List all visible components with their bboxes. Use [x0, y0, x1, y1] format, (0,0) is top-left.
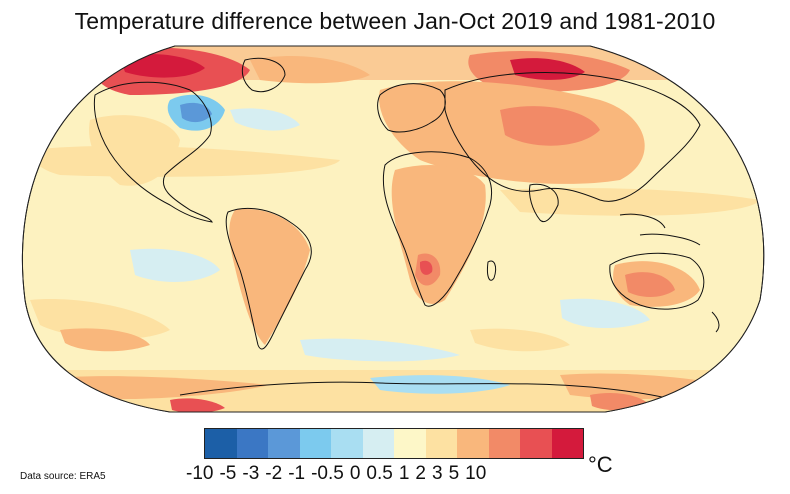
colorbar-swatch-4 — [331, 429, 363, 458]
colorbar-swatch-3 — [299, 429, 331, 458]
coastlines — [93, 57, 720, 405]
colorbar-swatch-11 — [551, 429, 583, 458]
colorbar-legend — [204, 428, 584, 459]
colorbar-tick-label: -0.5 — [311, 463, 344, 484]
colorbar-swatch-2 — [268, 429, 300, 458]
colorbar-swatch-8 — [457, 429, 489, 458]
colorbar-swatch-10 — [520, 429, 552, 458]
colorbar-swatch-6 — [394, 429, 426, 458]
data-source-label: Data source: ERA5 — [20, 471, 106, 482]
colorbar-swatch-7 — [425, 429, 457, 458]
colorbar-tick-label: -1 — [288, 463, 306, 484]
colorbar-swatch-5 — [362, 429, 394, 458]
colorbar-swatch-9 — [488, 429, 520, 458]
map-title: Temperature difference between Jan-Oct 2… — [74, 8, 716, 34]
unit-label: °C — [588, 452, 613, 477]
colorbar-tick-label: -5 — [219, 463, 237, 484]
colorbar-tick-label: -2 — [265, 463, 283, 484]
colorbar-tick-label: 3 — [432, 463, 443, 484]
colorbar-tick-label: -3 — [242, 463, 260, 484]
colorbar-tick-label: 10 — [465, 463, 487, 484]
colorbar-tick-label: 0 — [349, 463, 361, 484]
colorbar-tick-label: 5 — [448, 463, 460, 484]
colorbar-tick-label: -10 — [186, 463, 214, 484]
colorbar-tick-label: 0.5 — [366, 463, 393, 484]
colorbar-tick-labels: -10 -5 -3 -2 -1 -0.5 0 0.5 1 2 3 5 10 — [186, 463, 492, 485]
colorbar-tick-label: 2 — [415, 463, 426, 484]
colorbar-swatch-1 — [236, 429, 268, 458]
colorbar-tick-label: 1 — [398, 463, 410, 484]
colorbar-swatch-0 — [205, 429, 237, 458]
